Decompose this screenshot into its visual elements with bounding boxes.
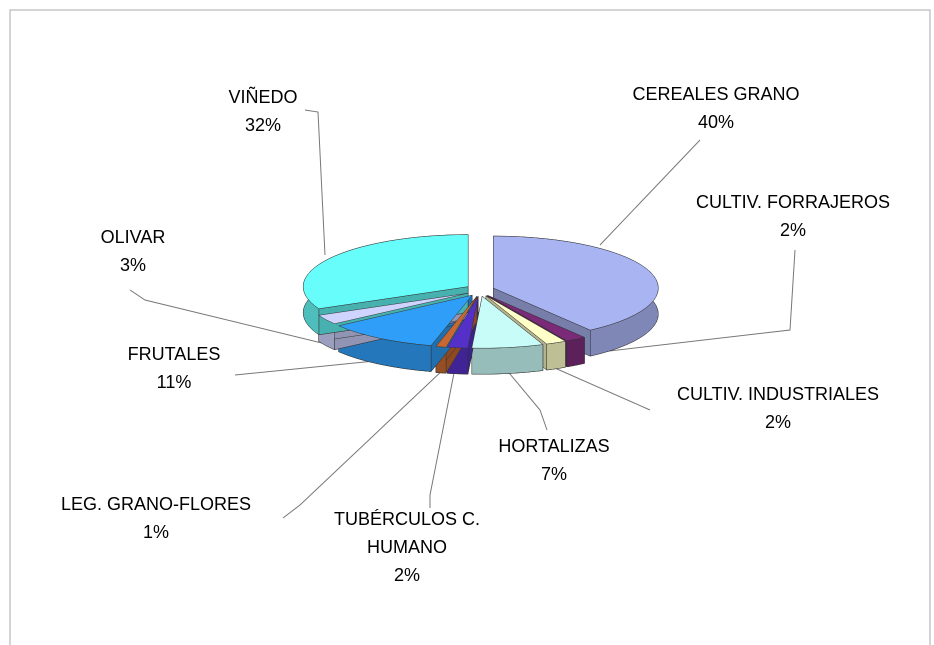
value-label: 32% <box>244 115 282 135</box>
category-label: CEREALES GRANO <box>632 84 800 104</box>
leader-line <box>574 249 796 356</box>
slice-label: CEREALES GRANO 40% <box>632 80 799 136</box>
value-label: 2% <box>764 412 791 432</box>
slice <box>446 296 479 349</box>
slice-label: CULTIV. INDUSTRIALES 2% <box>677 380 879 436</box>
slice-label: FRUTALES 11% <box>128 340 221 396</box>
slice <box>487 295 586 342</box>
category-label: FRUTALES <box>127 344 221 364</box>
slice-label: TUBÉRCULOS C. HUMANO 2% <box>322 505 492 589</box>
slice <box>337 294 473 346</box>
leader-line <box>234 359 386 376</box>
leader-line <box>304 109 326 256</box>
category-label: CULTIV. FORRAJEROS <box>695 192 891 212</box>
slice-label: LEG. GRANO-FLORES 1% <box>61 490 251 546</box>
value-label: 2% <box>393 565 420 585</box>
slice-side <box>471 344 544 375</box>
leader-line <box>129 289 331 346</box>
category-label: OLIVAR <box>100 227 166 247</box>
leader-line <box>504 367 548 431</box>
category-label: HORTALIZAS <box>498 436 610 456</box>
slice-side <box>566 337 585 368</box>
slice <box>435 295 478 348</box>
category-label: CULTIV. INDUSTRIALES <box>676 384 880 404</box>
frame <box>9 9 931 645</box>
leader-line <box>547 364 651 411</box>
value-label: 40% <box>697 112 735 132</box>
leader-line <box>599 139 701 246</box>
value-label: 7% <box>540 464 568 484</box>
slice <box>302 234 469 310</box>
value-label: 3% <box>119 255 146 275</box>
leader-line <box>282 367 446 519</box>
slice-label: VIÑEDO 32% <box>228 83 297 139</box>
category-label: LEG. GRANO-FLORES <box>60 494 252 514</box>
slice <box>493 235 659 331</box>
leader-line <box>429 367 456 508</box>
slice-side <box>546 340 566 371</box>
slice <box>485 295 567 345</box>
slice <box>471 295 544 349</box>
slice-label: OLIVAR 3% <box>101 223 166 279</box>
slice <box>317 292 469 325</box>
value-label: 2% <box>779 220 807 240</box>
value-label: 11% <box>156 372 192 392</box>
category-label: VIÑEDO <box>228 87 298 107</box>
slice-label: HORTALIZAS 7% <box>498 432 609 488</box>
leader-lines <box>129 109 796 519</box>
slice-label: CULTIV. FORRAJEROS 2% <box>696 188 890 244</box>
pie <box>302 234 659 375</box>
category-label: TUBÉRCULOS C. HUMANO <box>333 509 481 557</box>
value-label: 1% <box>142 522 170 542</box>
